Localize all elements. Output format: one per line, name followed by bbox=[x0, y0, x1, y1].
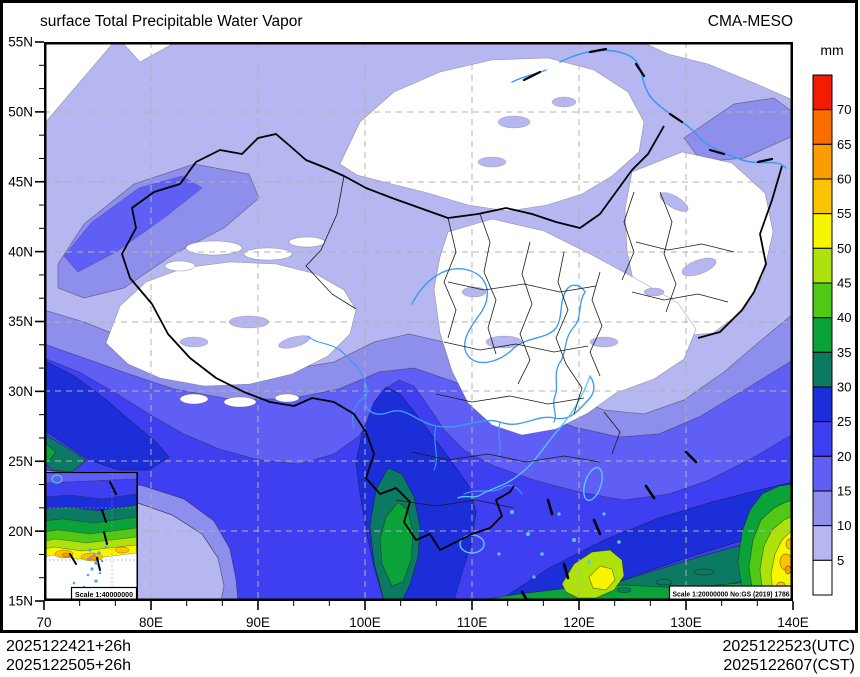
pearl-river bbox=[463, 484, 523, 495]
colorbar-tick-label: 15 bbox=[837, 484, 851, 499]
footer-run-line-2: 2025122505+26h bbox=[6, 657, 132, 674]
colorbar-segment bbox=[812, 74, 833, 111]
footer-valid-times: 2025122523(UTC) 2025122607(CST) bbox=[722, 637, 855, 675]
colorbar-tick-label: 20 bbox=[837, 449, 851, 464]
footer-valid-line-1: 2025122523(UTC) bbox=[722, 638, 855, 655]
colorbar-segment bbox=[812, 559, 833, 596]
colorbar-tick-label: 70 bbox=[837, 102, 851, 117]
colorbar-segment bbox=[812, 247, 833, 284]
colorbar-tick-label: 10 bbox=[837, 518, 851, 533]
amur-west-stub bbox=[511, 69, 547, 83]
colorbar-segment bbox=[812, 525, 833, 561]
colorbar-tick-label: 55 bbox=[837, 206, 851, 221]
inset-map: Scale 1:40000000 bbox=[44, 472, 138, 601]
colorbar-segment bbox=[812, 386, 833, 423]
rivers bbox=[307, 49, 787, 499]
taiwan-outline bbox=[583, 466, 603, 502]
plot-title: surface Total Precipitable Water Vapor bbox=[40, 13, 303, 30]
colorbar-tick-label: 45 bbox=[837, 276, 851, 291]
colorbar-unit-label: mm bbox=[820, 42, 844, 58]
yangtze-tributaries bbox=[307, 335, 501, 471]
colorbar-tick-label: 5 bbox=[837, 553, 844, 568]
map-canvas: Scale 1:40000000 Scale 1:20000000 No:GS … bbox=[44, 42, 793, 601]
bohai-coastline bbox=[553, 291, 586, 423]
colorbar-segment bbox=[812, 143, 833, 180]
colorbar-segment bbox=[812, 421, 833, 457]
colorbar-segment bbox=[812, 109, 833, 145]
colorbar-tick-label: 40 bbox=[837, 310, 851, 325]
sea-speckles bbox=[497, 510, 621, 579]
inset-dash-segments bbox=[69, 481, 117, 571]
colorbar-segment bbox=[812, 282, 833, 319]
yangtze-river bbox=[339, 349, 595, 428]
inset-graticule bbox=[45, 473, 136, 600]
graticule bbox=[44, 42, 793, 601]
inset-hainan-outline bbox=[51, 474, 63, 484]
scale-box-main: Scale 1:20000000 No:GS (2019) 1786 bbox=[668, 585, 793, 601]
colorbar-tick-label: 50 bbox=[837, 241, 851, 256]
province-borders bbox=[305, 175, 735, 509]
colorbar-segment bbox=[812, 455, 833, 492]
footer-run-line-1: 2025122421+26h bbox=[6, 638, 132, 655]
plot-frame bbox=[44, 42, 793, 601]
colorbar-segment bbox=[812, 213, 833, 249]
scale-box-inset: Scale 1:40000000 bbox=[70, 586, 138, 601]
colorbar-tick-label: 25 bbox=[837, 414, 851, 429]
colorbar-segment bbox=[812, 178, 833, 215]
amur-border-dashes bbox=[522, 47, 774, 164]
footer-valid-line-2: 2025122607(CST) bbox=[723, 657, 855, 674]
southeast-coastline bbox=[457, 375, 591, 499]
footer-run-times: 2025122421+26h 2025122505+26h bbox=[6, 637, 131, 675]
colorbar-segment bbox=[812, 490, 833, 527]
colorbar-tick-label: 35 bbox=[837, 345, 851, 360]
nine-dash-line bbox=[520, 450, 698, 601]
colorbar-segment bbox=[812, 317, 833, 353]
model-name: CMA-MESO bbox=[707, 13, 793, 30]
scale-label-main: Scale 1:20000000 No:GS (2019) 1786 bbox=[673, 590, 790, 599]
colorbar: 70 65 60 55 50 45 40 35 30 25 20 15 10 5 bbox=[812, 74, 851, 596]
country-border bbox=[121, 125, 783, 551]
colorbar-tick-label: 30 bbox=[837, 380, 851, 395]
colorbar-segment bbox=[812, 351, 833, 388]
colorbar-tick-label: 60 bbox=[837, 172, 851, 187]
yellow-river bbox=[411, 268, 586, 364]
colorbar-tick-label: 65 bbox=[837, 137, 851, 152]
scale-label-inset: Scale 1:40000000 bbox=[75, 590, 133, 599]
